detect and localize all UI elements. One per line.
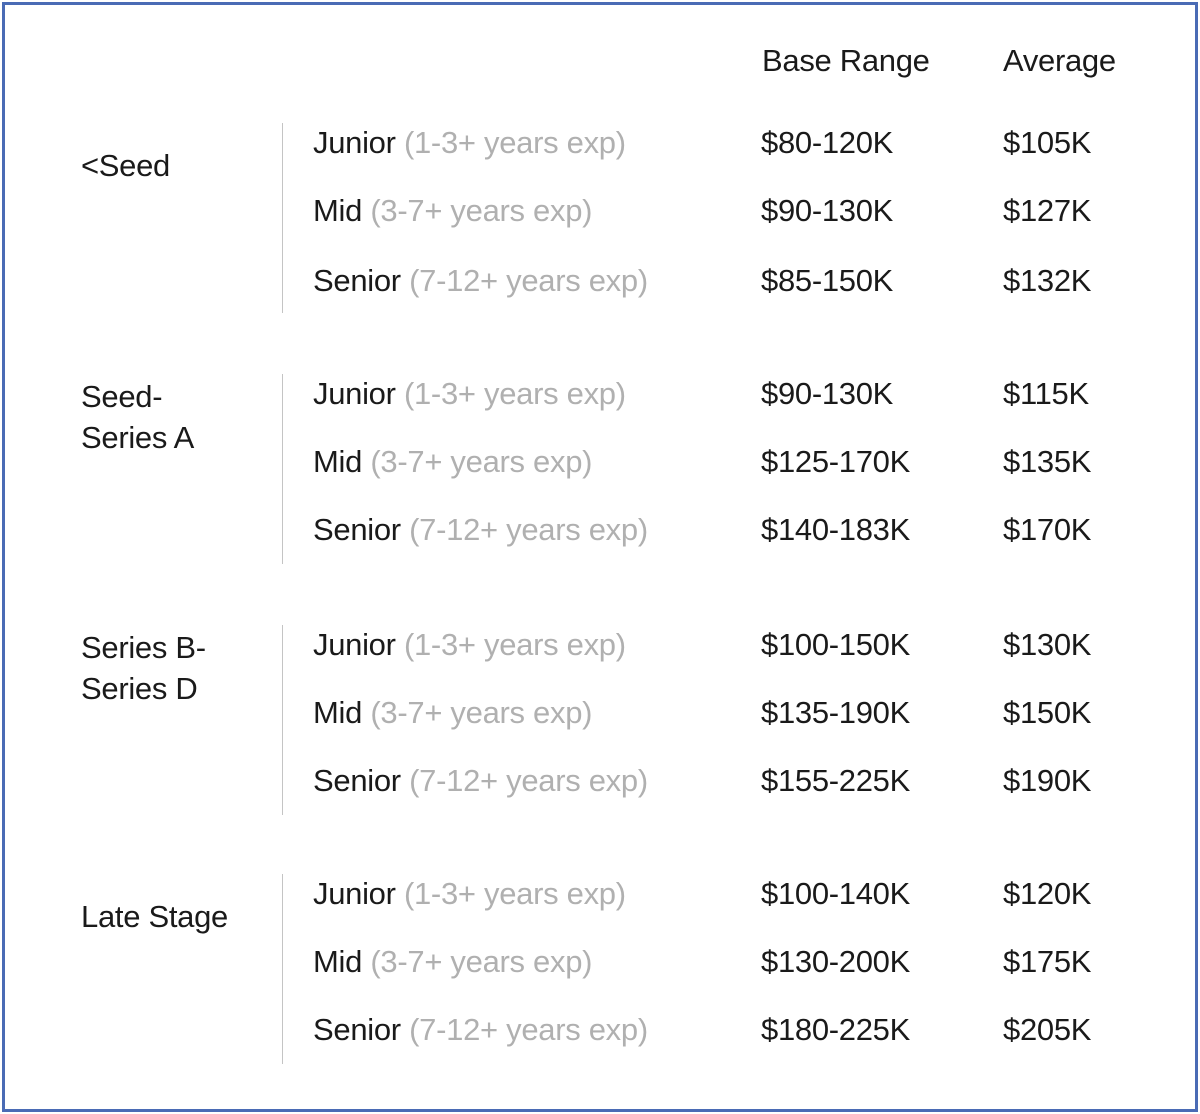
base-range-cell: $100-150K — [761, 627, 910, 662]
experience-note: (3-7+ years exp) — [370, 944, 593, 979]
level-cell: Junior (1-3+ years exp) — [313, 627, 626, 663]
average-cell: $150K — [1003, 695, 1092, 730]
average-cell: $132K — [1003, 263, 1092, 298]
level-cell: Mid (3-7+ years exp) — [313, 193, 592, 229]
level-cell: Senior (7-12+ years exp) — [313, 1012, 648, 1048]
stage-label-line1: <Seed — [81, 148, 171, 183]
experience-note: (3-7+ years exp) — [370, 695, 593, 730]
base-range-cell: $140-183K — [761, 512, 910, 547]
table-row: Junior (1-3+ years exp) $90-130K $115K — [5, 376, 1195, 416]
table-row: Mid (3-7+ years exp) $130-200K $175K — [5, 944, 1195, 984]
experience-note: (7-12+ years exp) — [409, 512, 648, 547]
base-range-cell: $85-150K — [761, 263, 894, 298]
average-cell: $120K — [1003, 876, 1092, 911]
base-range-cell: $125-170K — [761, 444, 910, 479]
level-cell: Mid (3-7+ years exp) — [313, 944, 592, 980]
base-range-cell: $180-225K — [761, 1012, 910, 1047]
table-row: Senior (7-12+ years exp) $85-150K $132K — [5, 263, 1195, 303]
level-name: Senior — [313, 1012, 401, 1047]
experience-note: (1-3+ years exp) — [403, 627, 626, 662]
table-row: Mid (3-7+ years exp) $125-170K $135K — [5, 444, 1195, 484]
experience-note: (7-12+ years exp) — [409, 263, 648, 298]
experience-note: (7-12+ years exp) — [409, 763, 648, 798]
average-cell: $105K — [1003, 125, 1092, 160]
stage-label: Late Stage — [81, 896, 228, 937]
average-cell: $175K — [1003, 944, 1092, 979]
base-range-cell: $90-130K — [761, 376, 894, 411]
level-cell: Junior (1-3+ years exp) — [313, 376, 626, 412]
level-name: Mid — [313, 695, 363, 730]
experience-note: (1-3+ years exp) — [403, 125, 626, 160]
level-name: Mid — [313, 193, 363, 228]
table-row: Junior (1-3+ years exp) $100-150K $130K — [5, 627, 1195, 667]
experience-note: (1-3+ years exp) — [403, 376, 626, 411]
level-name: Mid — [313, 944, 363, 979]
average-cell: $170K — [1003, 512, 1092, 547]
average-cell: $135K — [1003, 444, 1092, 479]
base-range-cell: $155-225K — [761, 763, 910, 798]
table-row: Junior (1-3+ years exp) $80-120K $105K — [5, 125, 1195, 165]
stage-label-line1: Seed- — [81, 379, 163, 414]
experience-note: (1-3+ years exp) — [403, 876, 626, 911]
base-range-cell: $100-140K — [761, 876, 910, 911]
stage-group-pre-seed: <Seed Junior (1-3+ years exp) $80-120K $… — [5, 123, 1195, 313]
level-name: Senior — [313, 512, 401, 547]
column-header-base-range: Base Range — [762, 43, 930, 78]
level-name: Junior — [313, 125, 396, 160]
level-name: Junior — [313, 627, 396, 662]
stage-label-line1: Late Stage — [81, 899, 228, 934]
level-name: Senior — [313, 763, 401, 798]
column-header-average: Average — [1003, 43, 1116, 78]
base-range-cell: $130-200K — [761, 944, 910, 979]
base-range-cell: $80-120K — [761, 125, 894, 160]
table-row: Mid (3-7+ years exp) $135-190K $150K — [5, 695, 1195, 735]
stage-label-line2: Series A — [81, 420, 195, 455]
experience-note: (3-7+ years exp) — [370, 444, 593, 479]
experience-note: (7-12+ years exp) — [409, 1012, 648, 1047]
level-name: Junior — [313, 376, 396, 411]
table-row: Junior (1-3+ years exp) $100-140K $120K — [5, 876, 1195, 916]
stage-label: Seed- Series A — [81, 376, 194, 458]
average-cell: $205K — [1003, 1012, 1092, 1047]
group-divider — [282, 625, 283, 815]
stage-group-late-stage: Late Stage Junior (1-3+ years exp) $100-… — [5, 874, 1195, 1064]
average-cell: $190K — [1003, 763, 1092, 798]
table-row: Mid (3-7+ years exp) $90-130K $127K — [5, 193, 1195, 233]
level-name: Junior — [313, 876, 396, 911]
level-cell: Senior (7-12+ years exp) — [313, 263, 648, 299]
level-cell: Mid (3-7+ years exp) — [313, 444, 592, 480]
level-name: Mid — [313, 444, 363, 479]
level-cell: Junior (1-3+ years exp) — [313, 125, 626, 161]
level-cell: Junior (1-3+ years exp) — [313, 876, 626, 912]
stage-label-line1: Series B- — [81, 630, 206, 665]
average-cell: $115K — [1003, 376, 1089, 411]
stage-label: Series B- Series D — [81, 627, 206, 709]
group-divider — [282, 123, 283, 313]
stage-group-seed-series-a: Seed- Series A Junior (1-3+ years exp) $… — [5, 374, 1195, 564]
stage-group-series-b-series-d: Series B- Series D Junior (1-3+ years ex… — [5, 625, 1195, 815]
base-range-cell: $90-130K — [761, 193, 894, 228]
level-cell: Mid (3-7+ years exp) — [313, 695, 592, 731]
level-cell: Senior (7-12+ years exp) — [313, 512, 648, 548]
level-cell: Senior (7-12+ years exp) — [313, 763, 648, 799]
group-divider — [282, 374, 283, 564]
experience-note: (3-7+ years exp) — [370, 193, 593, 228]
base-range-cell: $135-190K — [761, 695, 910, 730]
stage-label-line2: Series D — [81, 671, 198, 706]
stage-label: <Seed — [81, 145, 170, 186]
table-row: Senior (7-12+ years exp) $140-183K $170K — [5, 512, 1195, 552]
average-cell: $127K — [1003, 193, 1092, 228]
level-name: Senior — [313, 263, 401, 298]
average-cell: $130K — [1003, 627, 1092, 662]
table-row: Senior (7-12+ years exp) $155-225K $190K — [5, 763, 1195, 803]
group-divider — [282, 874, 283, 1064]
table-row: Senior (7-12+ years exp) $180-225K $205K — [5, 1012, 1195, 1052]
